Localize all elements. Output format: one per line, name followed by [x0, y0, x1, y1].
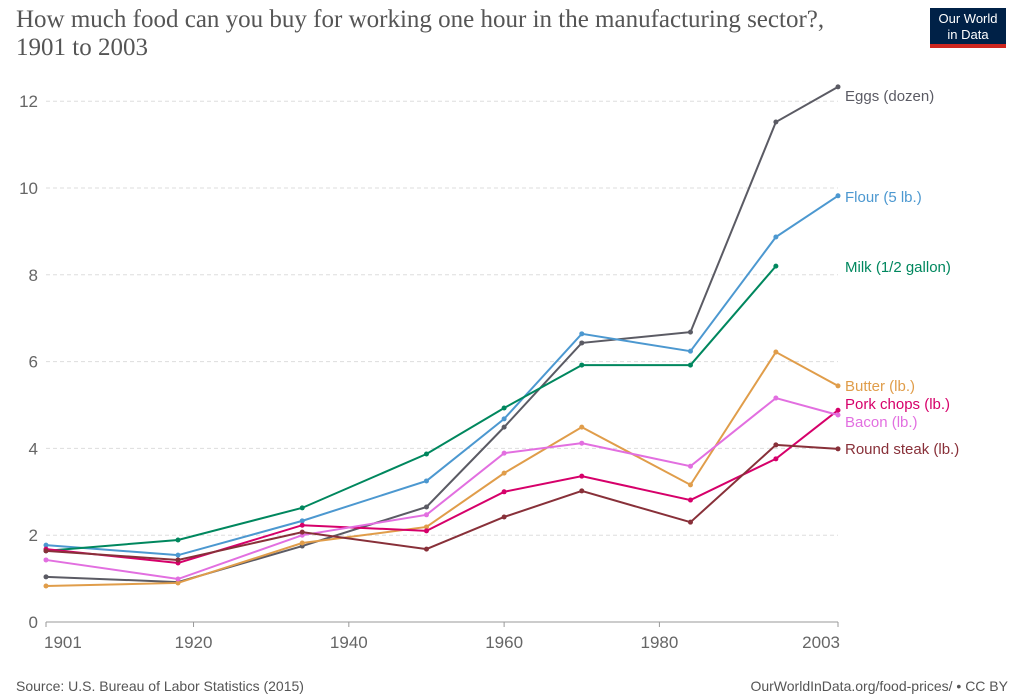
data-point: [501, 405, 507, 411]
data-point: [579, 340, 585, 346]
data-point: [43, 557, 49, 563]
source-url[interactable]: OurWorldInData.org/food-prices/ • CC BY: [750, 678, 1008, 694]
y-tick-label: 10: [19, 179, 38, 198]
data-point: [423, 478, 429, 484]
data-point: [175, 552, 181, 558]
data-point: [299, 505, 305, 511]
series-line: [45, 396, 839, 581]
data-point: [835, 407, 841, 413]
data-point: [579, 331, 585, 337]
data-point: [835, 383, 841, 389]
data-point: [299, 529, 305, 535]
data-point: [423, 524, 429, 530]
x-tick-label: 1920: [175, 633, 213, 652]
series-label: Butter (lb.): [845, 378, 915, 395]
data-point: [43, 542, 49, 548]
data-point: [175, 580, 181, 586]
data-point: [299, 522, 305, 528]
x-tick-label: 1940: [330, 633, 368, 652]
data-point: [299, 518, 305, 524]
y-tick-label: 2: [29, 526, 38, 545]
chart-title: How much food can you buy for working on…: [16, 6, 825, 61]
series-line: [45, 86, 839, 584]
data-point: [579, 424, 585, 430]
x-tick-label: 1980: [640, 633, 678, 652]
data-point: [501, 416, 507, 422]
data-point: [687, 329, 693, 335]
data-point: [43, 574, 49, 580]
series-line: [45, 265, 777, 552]
data-point: [175, 557, 181, 563]
data-point: [835, 84, 841, 90]
series-label: Flour (5 lb.): [845, 189, 922, 206]
y-tick-label: 4: [29, 439, 38, 458]
data-point: [835, 193, 841, 199]
x-tick-label: 2003: [802, 633, 840, 652]
data-point: [501, 470, 507, 476]
y-tick-label: 6: [29, 353, 38, 372]
data-point: [501, 424, 507, 430]
data-point: [773, 442, 779, 448]
data-point: [687, 463, 693, 469]
data-point: [43, 583, 49, 589]
data-point: [773, 263, 779, 269]
data-point: [687, 519, 693, 525]
logo-line1: Our World: [938, 11, 998, 26]
data-point: [423, 512, 429, 518]
data-point: [773, 234, 779, 240]
data-point: [501, 450, 507, 456]
data-point: [579, 473, 585, 479]
data-point: [423, 546, 429, 552]
y-tick-label: 12: [19, 92, 38, 111]
data-point: [835, 412, 841, 418]
x-tick-label: 1901: [44, 633, 82, 652]
data-point: [579, 362, 585, 368]
series-label: Round steak (lb.): [845, 441, 959, 458]
data-point: [579, 488, 585, 494]
data-point: [773, 349, 779, 355]
data-point: [299, 540, 305, 546]
logo-line2: in Data: [947, 27, 989, 42]
data-point: [501, 514, 507, 520]
data-point: [773, 119, 779, 125]
owid-logo[interactable]: Our World in Data: [930, 8, 1006, 48]
series-label: Eggs (dozen): [845, 88, 934, 105]
data-point: [175, 537, 181, 543]
data-point: [423, 451, 429, 457]
series-label: Bacon (lb.): [845, 414, 918, 431]
source-note: Source: U.S. Bureau of Labor Statistics …: [16, 678, 304, 694]
data-point: [773, 395, 779, 401]
data-point: [773, 456, 779, 462]
data-point: [835, 446, 841, 452]
series-label: Milk (1/2 gallon): [845, 259, 951, 276]
data-point: [423, 528, 429, 534]
y-tick-label: 0: [29, 613, 38, 632]
data-point: [687, 482, 693, 488]
x-tick-label: 1960: [485, 633, 523, 652]
series-label: Pork chops (lb.): [845, 396, 950, 413]
data-point: [43, 548, 49, 554]
data-point: [579, 440, 585, 446]
y-tick-label: 8: [29, 266, 38, 285]
data-point: [423, 504, 429, 510]
data-point: [687, 348, 693, 354]
data-point: [175, 576, 181, 582]
data-point: [687, 362, 693, 368]
data-point: [501, 489, 507, 495]
data-point: [687, 497, 693, 503]
